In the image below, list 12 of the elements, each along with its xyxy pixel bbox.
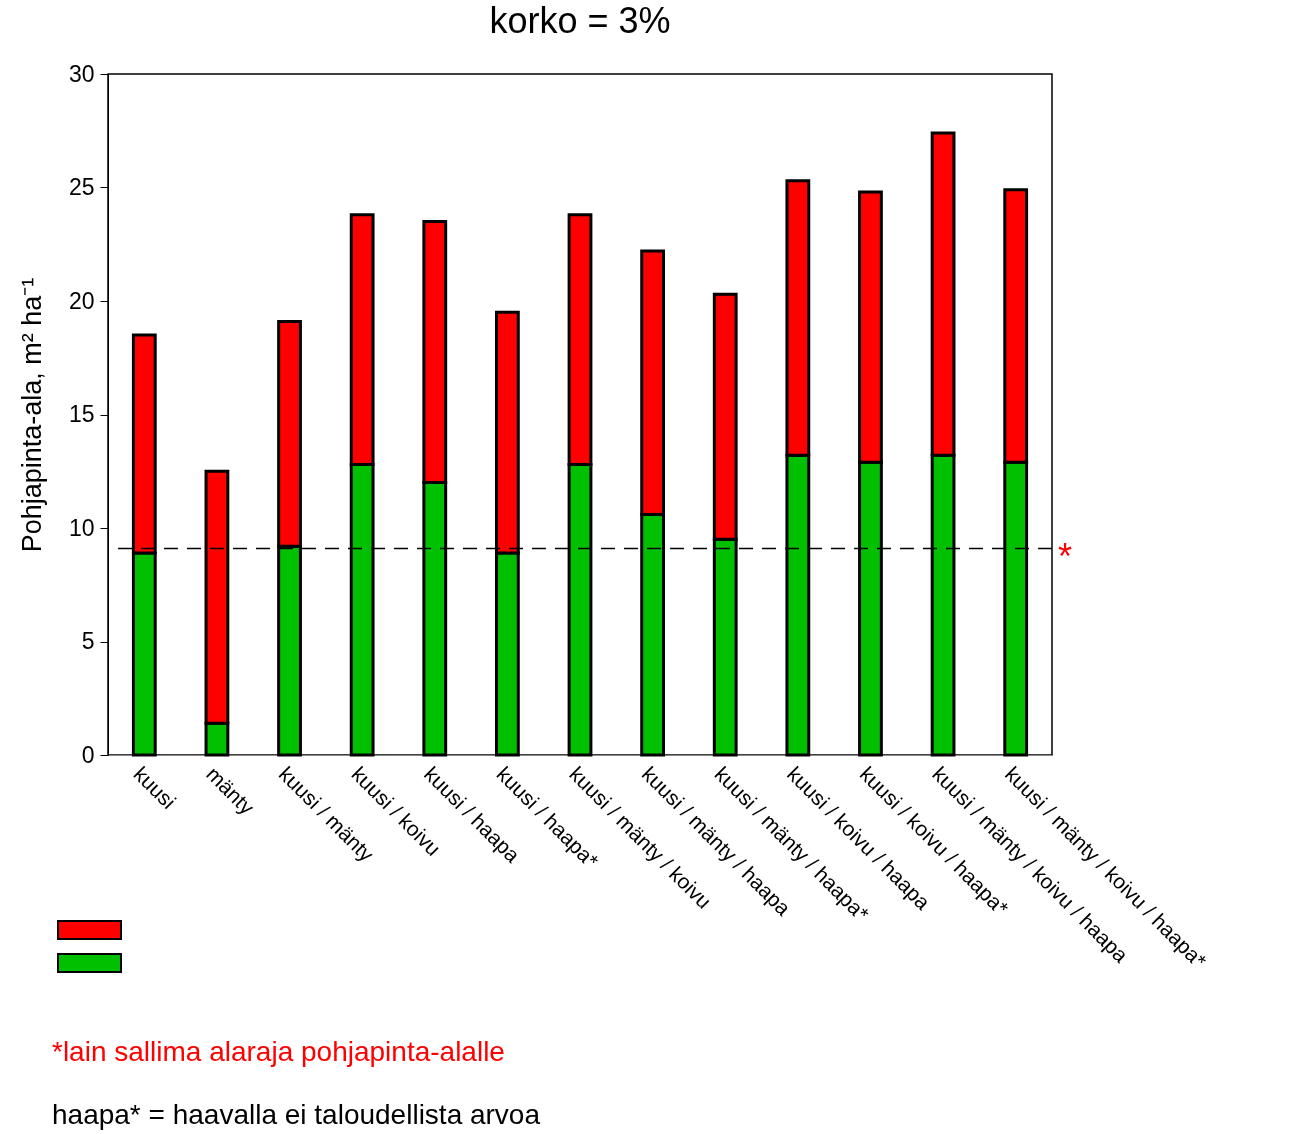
y-tick-label: 0: [81, 741, 95, 768]
y-tick-label: 25: [68, 174, 95, 200]
chart-title: korko = 3%: [489, 0, 671, 41]
y-tick-label: 15: [68, 401, 95, 427]
y-tick-label: 5: [81, 628, 95, 654]
y-tick-label: 30: [68, 60, 95, 87]
y-axis-title: Pohjapinta-ala, m² ha⁻¹: [16, 277, 47, 553]
y-tick-label: 10: [68, 514, 95, 541]
ref-line-label: *: [1058, 536, 1073, 578]
y-tick-label: 20: [68, 287, 95, 314]
text: *lain sallima alaraja pohjapinta-alalle: [52, 1035, 506, 1069]
text: haapa* = haavalla ei taloudellista arvoa: [52, 1098, 541, 1132]
